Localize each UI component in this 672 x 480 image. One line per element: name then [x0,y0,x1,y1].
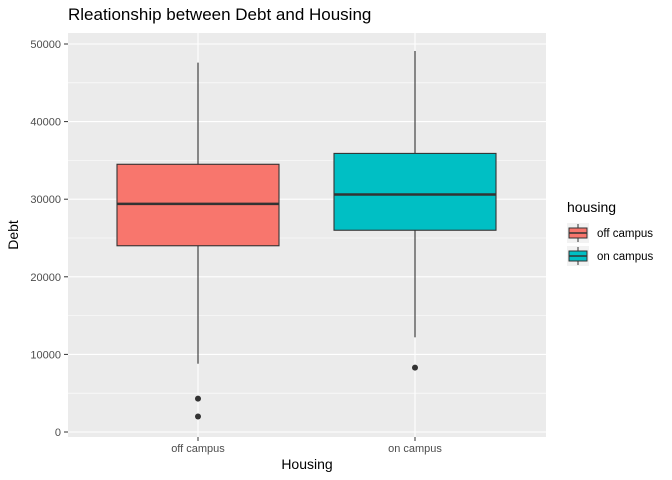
box-0 [116,62,280,420]
x-tick-label: off campus [171,443,225,455]
outlier-point [412,364,418,371]
box-series [116,50,497,420]
y-tick-label: 20000 [30,272,61,284]
x-axis-title: Housing [281,456,332,472]
legend-item: on campus [567,246,654,266]
legend-label: on campus [597,251,654,263]
y-tick-label: 10000 [30,349,61,361]
y-tick-label: 50000 [30,39,61,51]
chart-title: Rleationship between Debt and Housing [68,5,371,24]
y-tick-label: 40000 [30,117,61,129]
x-axis: off campus on campus [171,437,442,455]
outlier-point [195,413,201,420]
y-axis: 0 10000 20000 30000 40000 50000 [30,39,68,439]
legend-item: off campus [567,223,653,243]
outlier-point [195,395,201,402]
y-tick-label: 0 [55,427,61,439]
box-1 [333,50,497,371]
box-iqr [333,152,497,231]
legend: housing off campus on campus [567,199,654,266]
legend-title: housing [567,199,616,215]
legend-label: off campus [597,228,653,240]
x-tick-label: on campus [388,443,442,455]
y-tick-label: 30000 [30,194,61,206]
y-axis-title: Debt [5,220,21,250]
